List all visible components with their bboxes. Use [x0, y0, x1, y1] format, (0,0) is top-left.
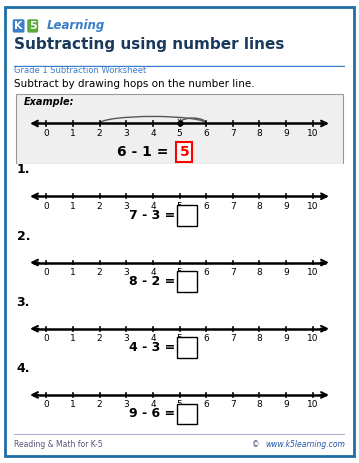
FancyBboxPatch shape	[16, 94, 343, 163]
Text: 8: 8	[256, 202, 262, 211]
Text: 8 - 2 =: 8 - 2 =	[129, 275, 180, 288]
Text: 1: 1	[70, 130, 76, 138]
Text: 7: 7	[230, 202, 236, 211]
Text: 5: 5	[177, 268, 182, 277]
Text: 9: 9	[283, 400, 289, 409]
Text: 10: 10	[307, 400, 318, 409]
Text: 0: 0	[43, 268, 49, 277]
Text: 4: 4	[150, 130, 156, 138]
Text: 7: 7	[230, 334, 236, 343]
Text: 5: 5	[177, 130, 182, 138]
Text: www.k5learning.com: www.k5learning.com	[265, 440, 345, 449]
Text: 9: 9	[283, 268, 289, 277]
Text: 7: 7	[230, 268, 236, 277]
Text: 2: 2	[97, 334, 102, 343]
Text: 8: 8	[256, 268, 262, 277]
Text: 7: 7	[230, 130, 236, 138]
Text: 10: 10	[307, 334, 318, 343]
Text: 4: 4	[150, 268, 156, 277]
Text: 10: 10	[307, 268, 318, 277]
Text: Learning: Learning	[47, 19, 105, 32]
Text: 6: 6	[203, 400, 209, 409]
Text: 3: 3	[123, 334, 129, 343]
Text: 7: 7	[230, 400, 236, 409]
Text: 0: 0	[43, 202, 49, 211]
Text: 10: 10	[307, 202, 318, 211]
Text: 3: 3	[123, 268, 129, 277]
Text: 0: 0	[43, 334, 49, 343]
Text: 1: 1	[70, 334, 76, 343]
Text: K: K	[14, 21, 23, 31]
Text: 3.: 3.	[17, 296, 30, 309]
Text: Reading & Math for K-5: Reading & Math for K-5	[14, 440, 103, 449]
Text: Grade 1 Subtraction Worksheet: Grade 1 Subtraction Worksheet	[14, 66, 146, 75]
Text: 2: 2	[97, 202, 102, 211]
Text: 5: 5	[177, 202, 182, 211]
Text: 2: 2	[97, 400, 102, 409]
Text: 9 - 6 =: 9 - 6 =	[129, 407, 180, 420]
Text: 6: 6	[203, 130, 209, 138]
Text: 0: 0	[43, 130, 49, 138]
Text: 3: 3	[123, 400, 129, 409]
Text: 10: 10	[307, 130, 318, 138]
Text: 2: 2	[97, 130, 102, 138]
Text: 9: 9	[283, 130, 289, 138]
Text: 4: 4	[150, 334, 156, 343]
Text: 2: 2	[97, 268, 102, 277]
Text: 8: 8	[256, 400, 262, 409]
Text: 1: 1	[70, 268, 76, 277]
Text: 4 - 3 =: 4 - 3 =	[129, 341, 180, 354]
Text: 5: 5	[177, 400, 182, 409]
Text: 4.: 4.	[17, 362, 30, 375]
Text: 9: 9	[283, 334, 289, 343]
Text: 8: 8	[256, 130, 262, 138]
Text: 4: 4	[150, 202, 156, 211]
Text: 3: 3	[123, 130, 129, 138]
Text: 3: 3	[123, 202, 129, 211]
Text: 4: 4	[150, 400, 156, 409]
Text: ©: ©	[252, 440, 260, 449]
Text: 6 - 1 =: 6 - 1 =	[117, 145, 173, 159]
Text: 1: 1	[70, 202, 76, 211]
Text: 5: 5	[177, 334, 182, 343]
Text: 8: 8	[256, 334, 262, 343]
Text: 6: 6	[203, 268, 209, 277]
Text: Subtracting using number lines: Subtracting using number lines	[14, 37, 285, 52]
Text: Example:: Example:	[24, 97, 75, 107]
Text: 0: 0	[43, 400, 49, 409]
Text: 1.: 1.	[17, 163, 30, 176]
Text: Subtract by drawing hops on the number line.: Subtract by drawing hops on the number l…	[14, 80, 255, 89]
Text: 5: 5	[29, 21, 37, 31]
Text: 5: 5	[180, 145, 189, 159]
Text: 6: 6	[203, 334, 209, 343]
Text: 2.: 2.	[17, 230, 30, 243]
Text: 9: 9	[283, 202, 289, 211]
Text: 6: 6	[203, 202, 209, 211]
Text: 1: 1	[70, 400, 76, 409]
Text: 7 - 3 =: 7 - 3 =	[129, 209, 180, 222]
